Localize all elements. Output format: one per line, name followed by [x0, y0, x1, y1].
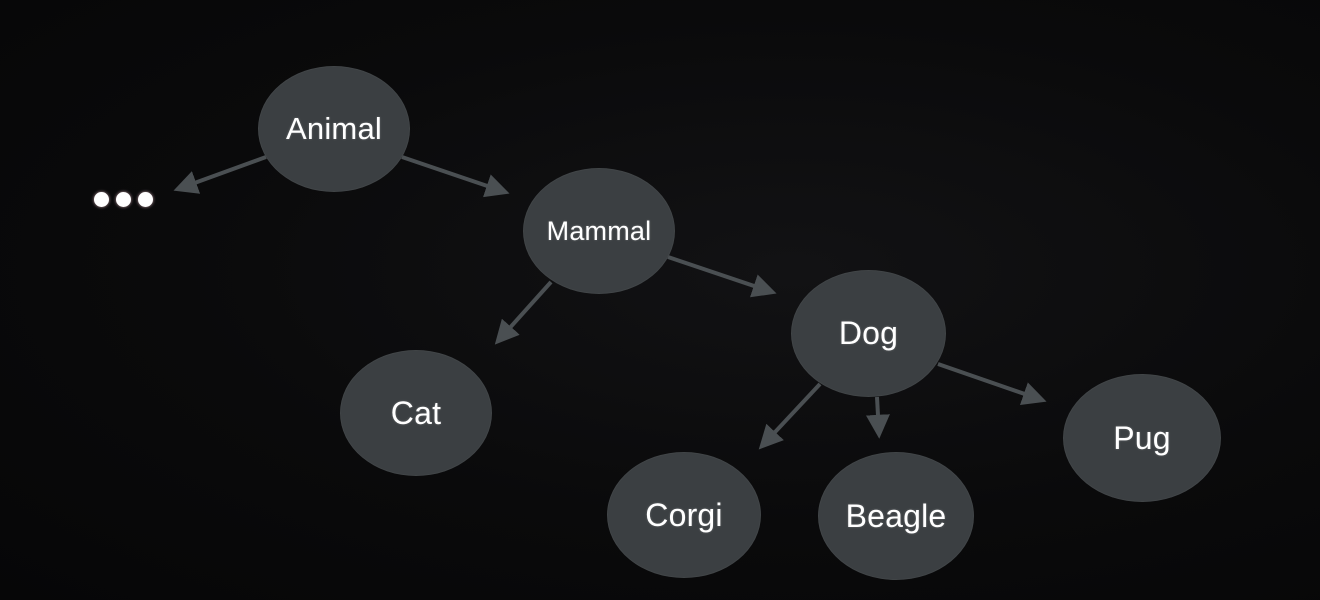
- edge-mammal-cat: [494, 280, 553, 345]
- node-mammal-label: Mammal: [546, 215, 652, 246]
- more-nodes-ellipsis: [94, 192, 153, 207]
- node-mammal: Mammal: [523, 168, 675, 294]
- node-pug-label: Pug: [1113, 419, 1171, 456]
- edge-dog-pug: [937, 362, 1047, 406]
- node-dog-label: Dog: [838, 315, 899, 351]
- edge-mammal-dog: [667, 255, 777, 298]
- node-cat: Cat: [340, 350, 492, 476]
- node-dog: Dog: [791, 270, 946, 397]
- node-pug: Pug: [1063, 374, 1221, 502]
- node-cat-label: Cat: [390, 394, 442, 431]
- edge-animal-ellipsis: [173, 155, 267, 194]
- edge-animal-mammal: [401, 155, 510, 198]
- ellipsis-dot: [116, 192, 131, 207]
- node-corgi-label: Corgi: [645, 496, 723, 533]
- edge-dog-beagle: [865, 396, 890, 439]
- node-beagle: Beagle: [818, 452, 974, 580]
- ellipsis-dot: [94, 192, 109, 207]
- node-corgi: Corgi: [607, 452, 761, 578]
- node-animal: Animal: [258, 66, 410, 192]
- node-beagle-label: Beagle: [845, 497, 947, 534]
- ellipsis-dot: [138, 192, 153, 207]
- edge-dog-corgi: [758, 382, 822, 450]
- node-animal-label: Animal: [286, 111, 382, 146]
